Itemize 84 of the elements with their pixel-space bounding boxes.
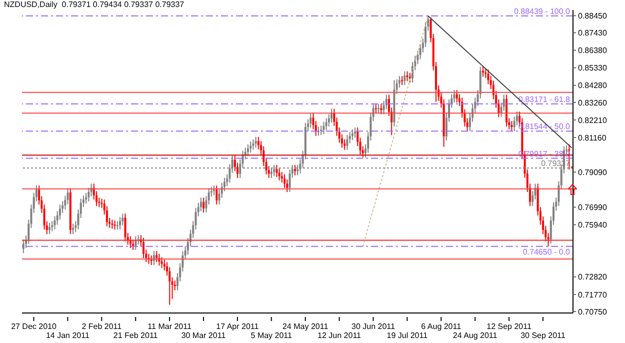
y-tick-label: 0.84280 — [578, 81, 608, 90]
candlestick — [119, 216, 122, 230]
candlestick — [160, 256, 163, 269]
candlestick — [310, 112, 312, 128]
y-tick-label: 0.87430 — [578, 28, 608, 38]
y-tick-label: 0.72820 — [578, 272, 608, 282]
x-tick-label: 19 Jul 2011 — [386, 331, 428, 340]
candlestick — [156, 250, 158, 263]
x-tick-label: 12 Jun 2011 — [318, 331, 362, 340]
chart-title: NZDUSD,Daily 0.79371 0.79434 0.79337 0.79337 — [4, 0, 184, 10]
candlestick — [48, 222, 51, 235]
y-tick-label: 0.75940 — [578, 220, 608, 230]
x-tick-label: 2 Feb 2011 — [82, 322, 122, 331]
candlestick — [284, 174, 286, 188]
candlestick — [408, 72, 411, 84]
candlestick — [88, 187, 90, 202]
candlestick — [330, 108, 333, 124]
x-tick-label: 14 Jan 2011 — [46, 331, 90, 340]
ref-line-label: 0.88439 - 100.0 — [514, 6, 571, 16]
y-tick-label: 0.71770 — [578, 290, 608, 300]
candlestick — [163, 259, 166, 272]
y-tick-label: 0.85330 — [578, 64, 608, 73]
x-tick-label: 12 Sep 2011 — [486, 322, 532, 331]
candlestick — [134, 236, 137, 250]
y-tick-label: 0.76990 — [578, 203, 608, 212]
candlestick — [344, 138, 346, 150]
candlestick — [111, 219, 114, 230]
candlestick — [286, 178, 288, 192]
candlestick — [216, 184, 218, 206]
x-tick-label: 21 Feb 2011 — [113, 331, 158, 340]
candlestick — [122, 213, 124, 226]
x-tick-label: 30 Jun 2011 — [352, 322, 396, 331]
x-tick-label: 5 May 2011 — [250, 331, 293, 340]
candlestick — [132, 239, 134, 250]
ref-line-label: 0.83171 - 61.8 — [518, 94, 571, 104]
x-tick-label: 30 Mar 2011 — [181, 331, 226, 340]
candlestick — [406, 70, 408, 82]
candlestick — [294, 164, 296, 176]
candlestick — [351, 128, 354, 141]
y-tick-label: 0.88450 — [578, 12, 608, 21]
candlestick — [568, 144, 570, 170]
candlestick — [58, 204, 61, 220]
ref-line-label: 0.74650 - 0.0 — [522, 247, 571, 256]
candlestick — [288, 168, 291, 192]
candlestick — [346, 134, 348, 150]
candlestick — [487, 68, 490, 85]
x-tick-label: 30 Sep 2011 — [520, 331, 566, 340]
candlestick — [124, 213, 126, 242]
candlestick — [246, 144, 249, 157]
candlestick — [354, 126, 356, 138]
candlestick — [22, 239, 24, 254]
candlestick — [202, 197, 205, 214]
candlestick — [510, 120, 513, 132]
y-tick-label: 0.70750 — [578, 307, 608, 316]
candlestick — [114, 220, 116, 230]
candlestick — [142, 237, 145, 259]
x-tick-label: 6 Aug 2011 — [421, 322, 462, 331]
candlestick — [72, 223, 74, 235]
y-tick-label: 0.81160 — [578, 133, 607, 142]
candlestick — [322, 121, 325, 135]
x-tick-label: 27 Dec 2010 — [11, 322, 57, 331]
x-tick-label: 24 May 2011 — [282, 322, 329, 331]
candlestick — [254, 136, 257, 148]
candlestick — [150, 255, 152, 266]
candlestick — [401, 76, 404, 86]
candlestick — [213, 184, 216, 196]
candlestick — [325, 118, 328, 131]
y-tick-label: 0.83260 — [578, 98, 608, 108]
y-tick-label: 0.82210 — [578, 116, 608, 125]
candlestick — [378, 104, 380, 114]
x-tick-label: 11 Mar 2011 — [148, 322, 192, 331]
y-tick-label: 0.86380 — [578, 46, 608, 56]
candlestick — [482, 66, 484, 78]
candlestick — [404, 70, 406, 86]
candlestick — [456, 90, 458, 104]
x-tick-label: 17 Apr 2011 — [216, 322, 260, 331]
x-tick-label: 24 Aug 2011 — [452, 331, 498, 340]
y-tick-label: 0.79090 — [578, 168, 608, 177]
candlestick — [200, 197, 202, 212]
candlestick — [252, 138, 254, 150]
candlestick — [374, 104, 377, 114]
candlestick — [250, 141, 252, 154]
candlestick — [505, 94, 508, 127]
candlestick — [276, 164, 278, 178]
